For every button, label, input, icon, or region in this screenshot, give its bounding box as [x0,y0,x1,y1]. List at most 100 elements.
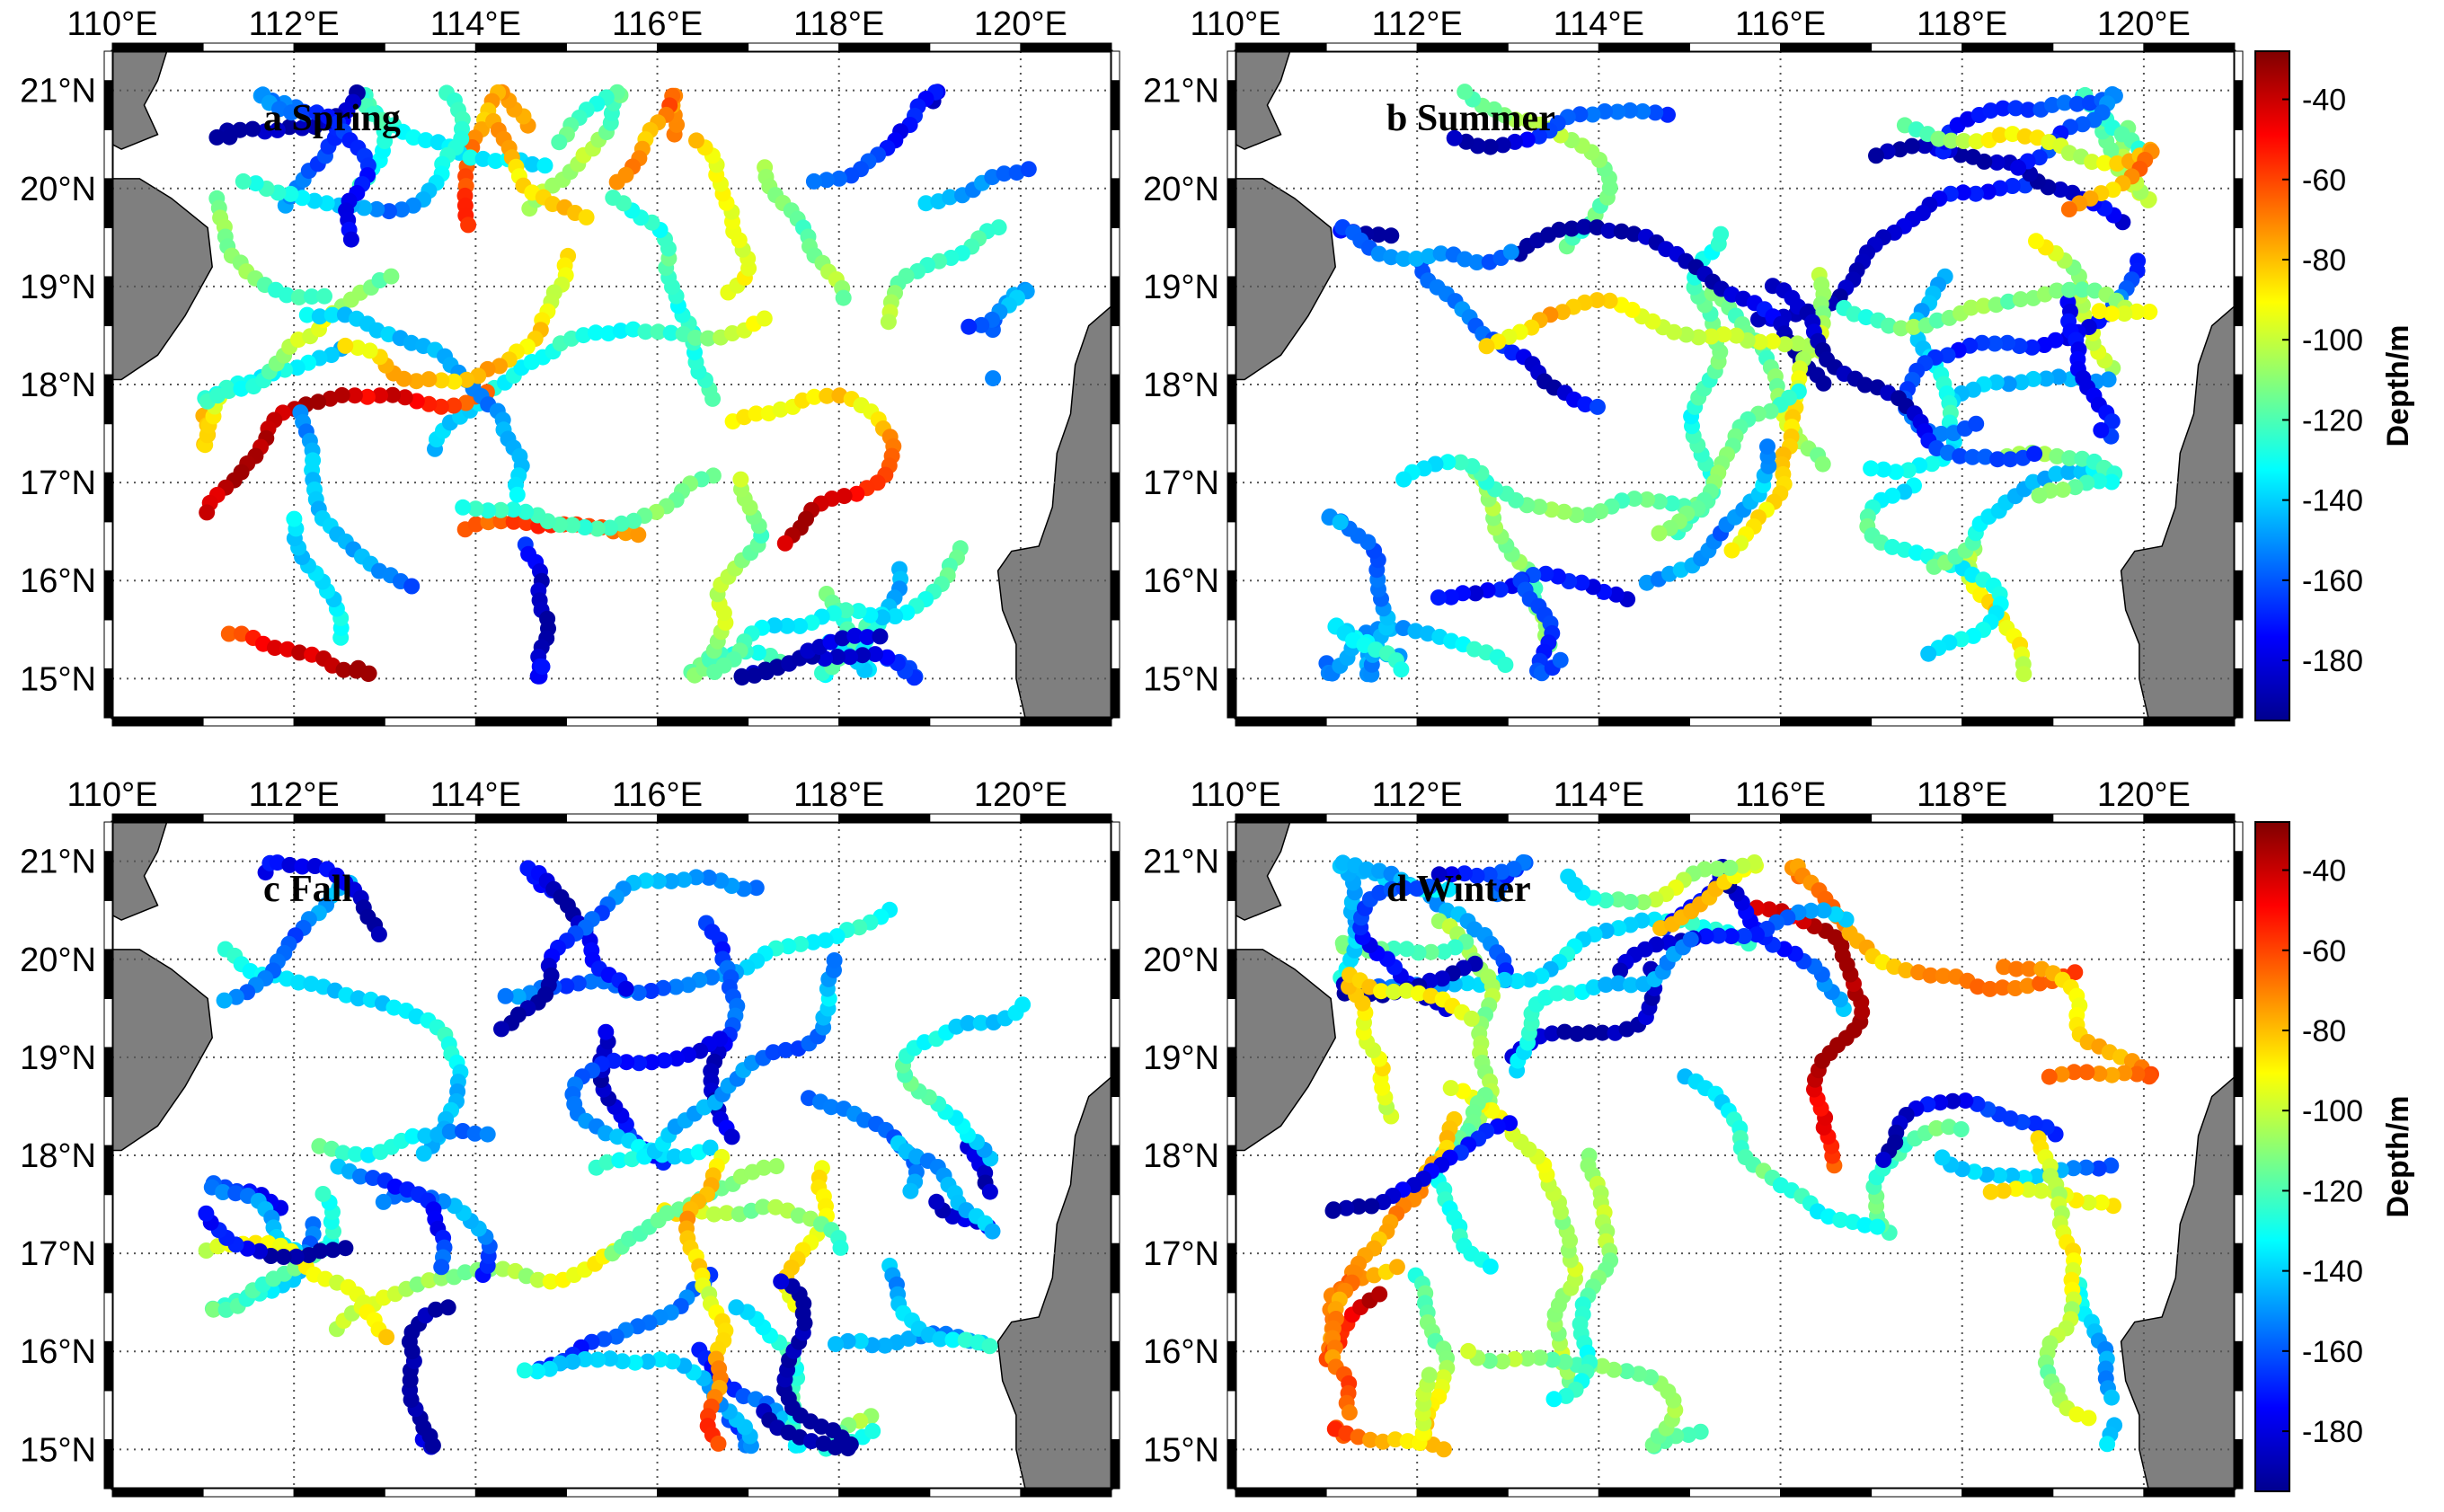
depth-point [1690,329,1707,346]
depth-point [350,659,367,676]
depth-point [524,155,541,172]
border-segment [1688,717,1782,727]
lon-tick-label: 114°E [430,5,521,43]
depth-point [288,1248,305,1265]
depth-point [310,393,327,411]
depth-point [316,287,332,305]
depth-point [651,1351,669,1368]
depth-point [706,664,723,680]
depth-point [575,327,592,344]
depth-point [2032,1182,2050,1199]
depth-point [618,1054,635,1071]
depth-point [2008,960,2024,977]
depth-point [2116,305,2133,323]
lon-tick-label: 110°E [1190,776,1280,814]
depth-point [2020,102,2037,119]
lon-tick-label: 110°E [66,5,157,43]
depth-point [1981,980,1998,997]
colorbar-gradient [2254,50,2290,721]
depth-point [1493,863,1510,880]
depth-point [1350,1428,1367,1446]
border-segment [748,717,840,727]
depth-point [1943,132,1960,149]
border-segment [838,1488,931,1498]
depth-point [1386,1431,1404,1448]
depth-point [1991,127,2008,144]
depth-point [2002,451,2019,468]
border-segment [103,949,113,999]
depth-point [542,1273,559,1290]
border-segment [1780,717,1873,727]
depth-point [282,185,299,202]
depth-point [588,324,604,341]
colorbar-tick-label: -40 [2302,854,2346,889]
depth-point [347,1145,364,1163]
depth-point [2090,1160,2107,1177]
map-border-ticks [1226,813,2244,1498]
border-segment [1226,851,1236,901]
depth-point [474,150,491,167]
depth-point [1594,1024,1611,1041]
colorbar-gradient [2254,821,2290,1492]
depth-point [2061,450,2078,467]
lat-tick-label: 18°N [20,367,96,404]
depth-point [2031,487,2048,504]
border-segment [1111,50,1120,82]
depth-point [607,1328,624,1345]
border-segment [1111,1292,1120,1342]
lat-tick-label: 16°N [20,562,96,600]
depth-point [2093,1194,2110,1211]
depth-point [687,869,704,886]
depth-point [2074,281,2091,298]
depth-point [337,337,354,354]
border-segment [2234,1047,2244,1098]
depth-point [1789,335,1806,352]
map-border-ticks [103,42,1120,727]
lat-tick-label: 20°N [20,171,96,208]
depth-point [2080,1410,2097,1427]
depth-point [1982,102,1999,119]
border-segment [1325,42,1418,52]
depth-point [1723,542,1740,559]
depth-point [1692,1423,1709,1440]
depth-point [1422,943,1439,960]
border-segment [103,1096,113,1146]
border-segment [2052,717,2145,727]
land-polygon [996,305,1112,719]
border-segment [2234,997,2244,1048]
border-segment [657,813,749,823]
border-segment [1226,325,1236,376]
lat-tick-label: 21°N [1143,844,1219,881]
colorbar-tick-labels: -40 -60 -80 -100 -120 -140 -160 -180 [2302,854,2363,1450]
depth-point [2081,94,2098,111]
border-segment [1226,668,1236,719]
border-segment [1111,997,1120,1048]
depth-point [378,1329,395,1346]
depth-point [350,340,367,357]
depth-point [1519,131,1536,148]
depth-point [1496,971,1513,988]
border-segment [838,717,931,727]
lat-tick-label: 15°N [1143,1431,1219,1469]
depth-point [1393,661,1410,678]
depth-point [1371,1286,1388,1303]
colorbar-title: Depth/m [2381,325,2415,447]
depth-point [1968,133,1985,150]
border-segment [1226,374,1236,425]
depth-point [1869,1218,1886,1235]
depth-point [1957,1092,1974,1110]
border-segment [2234,1145,2244,1196]
depth-point [1651,493,1668,510]
depth-point [1505,861,1522,878]
depth-point [1494,137,1511,154]
border-segment [103,276,113,327]
depth-point [1531,499,1548,516]
depth-point [1398,941,1415,958]
depth-point [279,287,295,304]
lat-tick-label: 18°N [20,1137,96,1175]
land-mass [1235,821,2236,1490]
depth-point [1463,1010,1480,1027]
depth-point [1952,447,1969,464]
depth-point [383,268,400,285]
